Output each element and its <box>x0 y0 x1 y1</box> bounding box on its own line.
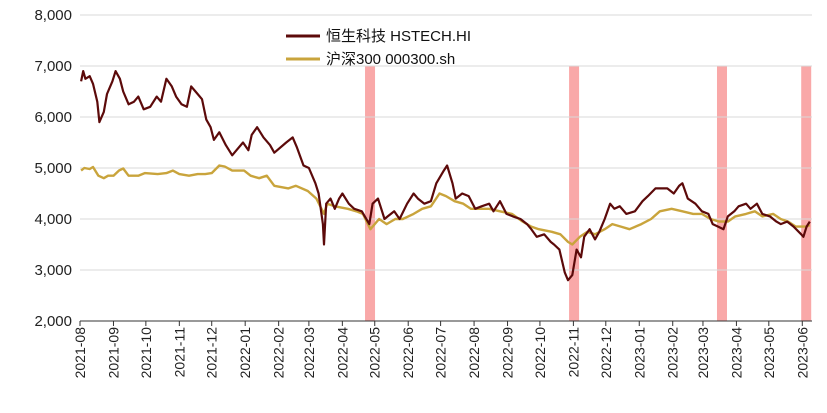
x-tick-label: 2022-12 <box>598 327 614 379</box>
x-tick-label: 2022-07 <box>433 327 449 379</box>
x-tick-label: 2022-09 <box>500 327 516 379</box>
x-tick-label: 2023-04 <box>728 327 744 379</box>
x-tick-label: 2021-12 <box>204 327 220 379</box>
x-tick-label: 2022-01 <box>237 327 253 379</box>
shaded-period-3 <box>716 66 727 321</box>
x-tick-label: 2022-04 <box>334 327 350 379</box>
axes: 2,000 3,000 4,000 5,000 6,000 7,000 8,000 2021-… <box>34 7 812 378</box>
y-tick-label: 5,000 <box>34 160 72 177</box>
x-tick-label: 2023-01 <box>631 327 647 379</box>
x-tick-label: 2021-09 <box>105 327 121 379</box>
x-tick-label: 2021-08 <box>72 327 88 379</box>
x-tick-label: 2023-02 <box>665 327 681 379</box>
series-lines <box>80 70 811 282</box>
series-line-1 <box>80 70 811 282</box>
x-tick-label: 2021-11 <box>171 327 187 378</box>
y-tick-label: 6,000 <box>34 109 72 126</box>
x-tick-label: 2022-11 <box>565 327 581 378</box>
y-tick-label: 7,000 <box>34 58 72 75</box>
y-tick-label: 3,000 <box>34 262 72 279</box>
x-tick-label: 2022-10 <box>532 327 548 379</box>
x-tick-label: 2022-05 <box>367 327 383 379</box>
legend: 恒生科技 HSTECH.HI 沪深300 000300.sh <box>286 28 471 68</box>
shaded-period-4 <box>801 66 812 321</box>
x-tick-label: 2023-05 <box>761 327 777 379</box>
y-tick-label: 2,000 <box>34 313 72 330</box>
x-tick-label: 2022-06 <box>400 327 416 379</box>
series-line-2 <box>80 164 811 246</box>
legend-label-2: 沪深300 000300.sh <box>326 51 455 68</box>
y-tick-label: 8,000 <box>34 7 72 24</box>
y-tick-label: 4,000 <box>34 211 72 228</box>
x-tick-label: 2023-03 <box>695 327 711 379</box>
x-tick-label: 2022-03 <box>301 327 317 379</box>
x-tick-label: 2022-02 <box>271 327 287 379</box>
shaded-period-2 <box>569 66 580 321</box>
legend-label-1: 恒生科技 HSTECH.HI <box>326 28 471 45</box>
x-tick-label: 2021-10 <box>138 327 154 379</box>
shaded-period-1 <box>365 66 376 321</box>
x-tick-label: 2023-06 <box>794 327 810 379</box>
x-tick-label: 2022-08 <box>466 327 482 379</box>
shaded-periods <box>365 66 812 321</box>
